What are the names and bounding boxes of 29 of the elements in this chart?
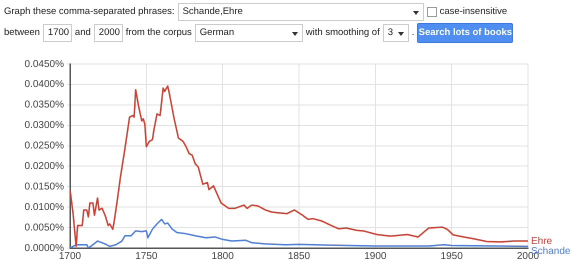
x-tick-label: 1750 [135,250,158,262]
text: with smoothing of [306,27,380,38]
y-tick-label: 0.0450% [24,58,64,70]
y-tick-label: 0.0250% [24,140,64,152]
x-tick-label: 1850 [288,250,311,262]
y-tick-label: 0.0150% [24,181,64,192]
x-tick-label: 1800 [212,250,234,262]
y-tick-label: 0.0100% [24,202,64,213]
text: from the corpus [126,27,192,38]
y-tick-label: 0.0050% [24,222,64,234]
y-tick-label: 0.0300% [24,120,64,132]
corpus-select: German [194,24,303,42]
text: . [412,27,414,38]
text: and [74,27,91,38]
x-tick-label: 1700 [58,250,82,262]
text: Graph these comma-separated phrases: [4,6,175,17]
series-label: Ehre [531,236,553,247]
end-year-input: 2000 [94,24,123,42]
search-button: Search lots of books [417,23,514,43]
x-tick-label: 1900 [364,250,387,262]
y-tick-label: 0.0200% [24,160,64,172]
start-year-input: 1700 [42,24,72,42]
x-tick-label: 1950 [440,250,464,262]
y-tick-label: 0.0400% [24,79,64,90]
phrase-input: Schande,Ehre [178,3,424,21]
smoothing-select: 3 [382,24,409,42]
text: between [4,27,40,38]
y-tick-label: 0.0350% [24,100,64,111]
text: case-insensitive [440,6,508,17]
